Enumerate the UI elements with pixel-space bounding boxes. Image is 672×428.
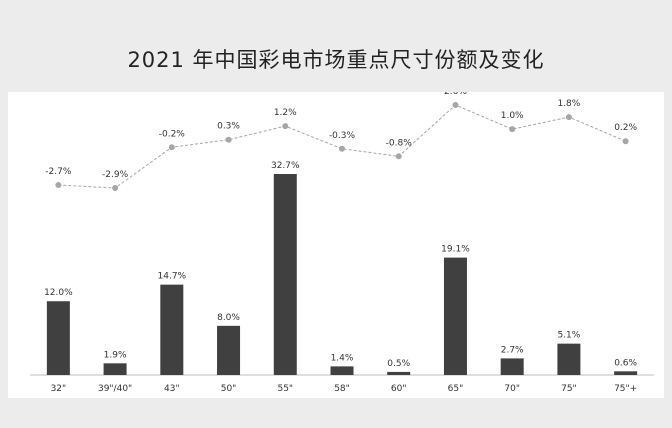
bar-value-label: 0.6% xyxy=(614,358,637,368)
bar-value-label: 2.7% xyxy=(501,345,524,355)
share-change-point xyxy=(168,144,175,151)
share-change-label: 0.3% xyxy=(217,122,240,132)
share-change-point xyxy=(622,138,629,145)
bar-value-label: 0.5% xyxy=(387,359,410,369)
bar-value-label: 32.7% xyxy=(271,161,300,171)
share-change-label: 1.2% xyxy=(274,108,297,118)
share-change-point xyxy=(55,181,62,188)
x-tick-label: 32" xyxy=(51,384,67,394)
x-tick-label: 58" xyxy=(334,384,350,394)
bar-value-label: 19.1% xyxy=(441,245,470,255)
bar xyxy=(103,363,127,375)
bar-value-label: 1.9% xyxy=(104,350,127,360)
bar-value-label: 14.7% xyxy=(158,272,187,282)
x-tick-label: 70" xyxy=(504,384,520,394)
share-change-point xyxy=(225,136,232,143)
bar-value-label: 1.4% xyxy=(331,353,354,363)
bar xyxy=(387,371,411,375)
share-change-point xyxy=(509,126,516,133)
bar xyxy=(330,366,354,375)
bar xyxy=(217,325,241,375)
bar-value-label: 12.0% xyxy=(44,288,73,298)
bar xyxy=(273,174,297,375)
share-change-label: 1.0% xyxy=(501,111,524,121)
share-change-label: 2.6% xyxy=(444,92,467,97)
share-change-label: 0.2% xyxy=(614,123,637,133)
bar xyxy=(443,257,467,375)
bar-value-label: 8.0% xyxy=(217,313,240,323)
bar xyxy=(557,343,581,375)
x-tick-label: 43" xyxy=(164,384,180,394)
x-tick-label: 60" xyxy=(391,384,407,394)
bar xyxy=(46,301,70,375)
share-change-label: -0.3% xyxy=(329,131,356,141)
bar xyxy=(614,371,638,375)
x-tick-label: 65" xyxy=(448,384,464,394)
bar xyxy=(500,358,524,375)
share-change-label: -0.2% xyxy=(159,129,186,139)
x-tick-label: 55" xyxy=(277,384,293,394)
share-change-point xyxy=(452,102,459,108)
share-change-line xyxy=(58,104,626,189)
x-tick-label: 39"/40" xyxy=(98,384,132,394)
share-change-point xyxy=(339,145,345,152)
share-change-point xyxy=(565,114,572,121)
share-change-point xyxy=(112,185,119,191)
x-tick-label: 75"+ xyxy=(614,384,637,394)
share-change-point xyxy=(282,123,289,130)
x-tick-label: 75" xyxy=(561,384,577,394)
share-change-label: 1.8% xyxy=(557,99,580,109)
share-change-label: -2.9% xyxy=(102,170,129,180)
chart-svg: 12.0% 32" -2.7% 1.9% 39"/40" -2.9% 14.7% 43" -0.… xyxy=(30,92,654,394)
share-change-point xyxy=(395,153,402,160)
share-change-label: -0.8% xyxy=(386,138,413,148)
chart-title: 2021 年中国彩电市场重点尺寸份额及变化 xyxy=(127,48,545,72)
x-tick-label: 50" xyxy=(221,384,237,394)
share-change-label: -2.7% xyxy=(45,167,72,177)
chart-panel: 12.0% 32" -2.7% 1.9% 39"/40" -2.9% 14.7% 43" -0.… xyxy=(8,92,664,398)
bar-value-label: 5.1% xyxy=(557,331,580,341)
bar xyxy=(160,284,184,375)
